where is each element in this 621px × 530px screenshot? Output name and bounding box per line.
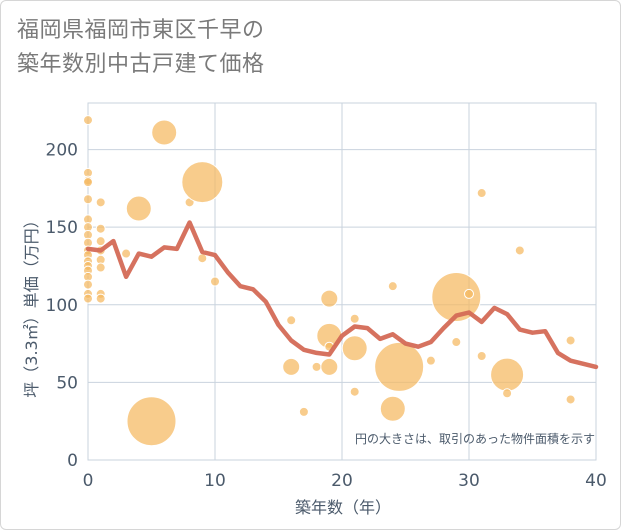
data-point: [95, 293, 106, 304]
data-point: [298, 406, 309, 417]
data-point: [83, 177, 93, 188]
x-tick-label: 0: [83, 471, 94, 491]
chart-title-line-2: 築年数別中古戸建て価格: [17, 52, 265, 77]
data-point: [126, 396, 177, 447]
data-point: [320, 357, 339, 376]
data-point: [121, 248, 132, 259]
data-point: [476, 188, 487, 199]
data-point: [387, 281, 398, 292]
data-point: [125, 195, 152, 222]
data-point: [151, 119, 178, 146]
data-point: [210, 276, 220, 287]
data-point: [502, 388, 513, 399]
y-axis-title: 坪（3.3㎡）単価（万円）: [22, 212, 41, 397]
x-axis-title: 築年数（年）: [295, 498, 391, 517]
y-tick-label: 200: [46, 141, 78, 161]
data-point: [349, 313, 360, 324]
data-point: [282, 357, 301, 376]
data-point: [464, 288, 474, 299]
data-point: [95, 262, 106, 273]
data-point: [349, 386, 360, 397]
data-point: [83, 194, 93, 205]
average-price-line: [85, 220, 599, 370]
data-point: [181, 161, 224, 204]
data-point: [341, 335, 368, 362]
data-point: [374, 341, 425, 392]
data-point: [476, 351, 487, 362]
data-point: [95, 223, 106, 234]
chart-title-line-1: 福岡県福岡市東区千早の: [17, 18, 265, 43]
data-point: [83, 115, 93, 126]
y-tick-label: 50: [56, 373, 78, 393]
chart-title: 福岡県福岡市東区千早の 築年数別中古戸建て価格: [17, 14, 265, 82]
bubble-size-note: 円の大きさは、取引のあった物件面積を示す: [355, 431, 595, 446]
average-line-layer: [85, 220, 599, 370]
grid: [87, 102, 597, 461]
data-point: [451, 337, 462, 348]
data-point: [514, 245, 525, 256]
x-tick-label: 40: [585, 471, 607, 491]
data-point: [83, 279, 93, 290]
x-tick-label: 20: [331, 471, 353, 491]
y-tick-label: 100: [46, 296, 78, 316]
x-tick-label: 10: [204, 471, 226, 491]
tick-labels: 0 10 20 30 40 0 50 100 150 200: [46, 141, 607, 491]
data-point: [379, 395, 406, 422]
data-point: [565, 394, 576, 405]
y-tick-label: 150: [46, 218, 78, 238]
data-point: [95, 236, 106, 247]
data-point: [425, 355, 436, 366]
data-point: [320, 289, 339, 308]
data-point: [311, 361, 322, 372]
y-tick-label: 0: [67, 451, 78, 471]
data-point: [431, 272, 482, 323]
bubble-layer: [83, 115, 576, 447]
x-tick-label: 30: [458, 471, 480, 491]
data-point: [490, 357, 525, 392]
data-point: [286, 315, 297, 326]
data-point: [95, 197, 106, 208]
data-point: [83, 293, 93, 304]
data-point: [565, 335, 576, 346]
